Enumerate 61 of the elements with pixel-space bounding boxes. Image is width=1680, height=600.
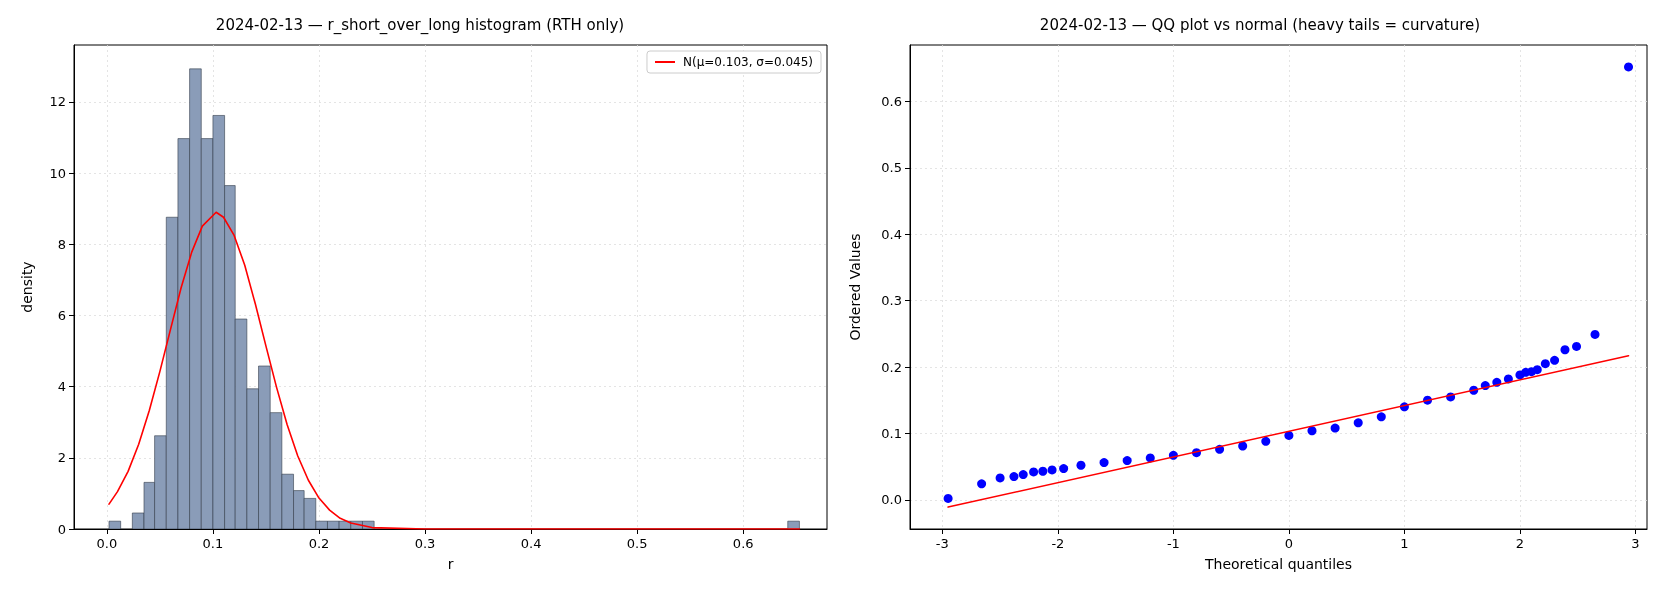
point (1122, 456, 1132, 466)
x-tick-label: 0.5 (626, 536, 648, 551)
legend-label: N(μ=0.103, σ=0.045) (682, 55, 814, 69)
y-axis-title: density (19, 261, 35, 313)
point (1029, 467, 1039, 477)
y-tick-label: 8 (57, 236, 66, 252)
point (1376, 412, 1386, 422)
point (977, 479, 987, 489)
x-tick-label: -3 (935, 536, 949, 551)
x-tick-label: 0.3 (414, 536, 436, 551)
y-tick-label: 6 (57, 307, 66, 323)
x-tick-label: 1 (1400, 536, 1409, 551)
point (1018, 470, 1028, 480)
y-tick-label: 10 (49, 165, 66, 181)
y-tick-label: 0 (57, 521, 66, 537)
x-tick-label: 0.1 (202, 536, 224, 551)
point (1624, 62, 1634, 72)
point (943, 493, 953, 503)
x-tick-label: -1 (1166, 536, 1180, 551)
point (1076, 460, 1086, 470)
x-tick-label: 0.0 (96, 536, 118, 551)
point (1047, 465, 1057, 475)
x-tick-label: 0.4 (520, 536, 542, 551)
point (1540, 359, 1550, 369)
x-axis-title: Theoretical quantiles (1203, 556, 1353, 572)
point (1572, 341, 1582, 351)
point (1009, 472, 1019, 482)
point (1238, 441, 1248, 451)
y-tick-label: 4 (57, 379, 66, 395)
x-tick-label: -2 (1051, 536, 1065, 551)
x-axis-title: r (447, 556, 454, 572)
chart-title: 2024-02-13 — r_short_over_long histogram (RTH only) (215, 15, 625, 35)
point (1330, 423, 1340, 433)
y-tick-label: 0.1 (881, 425, 902, 441)
point (1284, 430, 1294, 440)
y-tick-label: 0.0 (881, 492, 902, 508)
point (1038, 466, 1048, 476)
point (1532, 365, 1542, 375)
point (1099, 458, 1109, 468)
point (1590, 329, 1600, 339)
y-tick-label: 0.6 (881, 93, 902, 109)
x-tick-label: 0.2 (308, 536, 330, 551)
y-tick-label: 0.5 (881, 160, 902, 176)
y-axis-title: Ordered Values (847, 233, 863, 341)
line-series (108, 211, 801, 530)
y-tick-label: 0.4 (881, 226, 902, 242)
point (1550, 355, 1560, 365)
x-tick-label: 3 (1631, 536, 1640, 551)
point (1560, 345, 1570, 355)
chart-title: 2024-02-13 — QQ plot vs normal (heavy tails = curvature) (1039, 15, 1481, 34)
y-tick-label: 2 (57, 450, 66, 466)
x-tick-label: 0 (1284, 536, 1294, 551)
x-tick-label: 0.6 (732, 536, 754, 551)
x-tick-label: 2 (1515, 536, 1525, 551)
y-tick-label: 12 (49, 94, 66, 110)
point (1261, 436, 1271, 446)
y-tick-label: 0.3 (881, 293, 902, 309)
y-tick-label: 0.2 (881, 359, 902, 375)
point (1353, 418, 1363, 428)
point (1059, 464, 1069, 474)
point (995, 473, 1005, 483)
